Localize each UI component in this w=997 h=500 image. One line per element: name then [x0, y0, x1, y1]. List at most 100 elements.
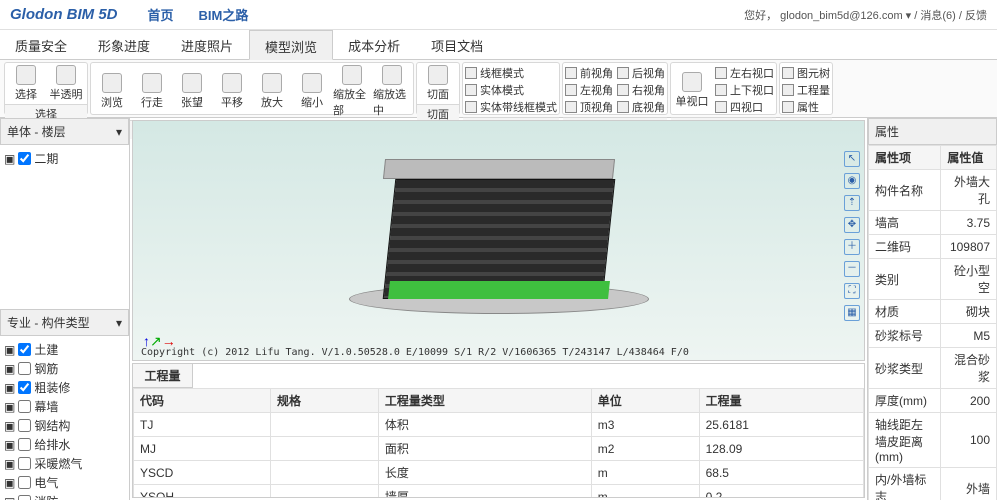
pan-button[interactable]: 平移	[213, 65, 251, 118]
table-row[interactable]: 构件名称外墙大孔	[869, 170, 997, 211]
tree-item[interactable]: ▣ 电气	[4, 473, 125, 492]
expand-icon[interactable]: ▣	[4, 152, 15, 166]
tree-item[interactable]: ▣钢结构	[4, 416, 125, 435]
qty-button[interactable]: 工程量	[782, 82, 830, 98]
type-checkbox[interactable]	[18, 400, 31, 413]
expand-icon[interactable]: ▣	[4, 419, 15, 433]
tab-progress-photo[interactable]: 进度照片	[166, 30, 249, 59]
table-row[interactable]: TJ体积m325.6181	[134, 413, 864, 437]
vp-fit-icon[interactable]: ⛶	[844, 283, 860, 299]
front-view-button[interactable]: 前视角	[565, 65, 613, 81]
four-vp-button[interactable]: 四视口	[715, 99, 774, 115]
tab-docs[interactable]: 项目文档	[416, 30, 499, 59]
table-row[interactable]: YSQH墙厚m0.2	[134, 485, 864, 498]
tree-item[interactable]: ▣钢筋	[4, 359, 125, 378]
vp-cursor-icon[interactable]: ↖	[844, 151, 860, 167]
nav-bimroad[interactable]: BIM之路	[199, 5, 249, 24]
qty-cell: m	[591, 485, 699, 498]
messages-link[interactable]: 消息(6)	[920, 10, 955, 22]
solidwire-button[interactable]: 实体带线框模式	[465, 99, 557, 115]
orbit-button[interactable]: 浏览	[93, 65, 131, 118]
vp-zoomout-icon[interactable]: －	[844, 261, 860, 277]
top-view-button[interactable]: 顶视角	[565, 99, 613, 115]
type-label: 电气	[34, 474, 58, 491]
tree-item[interactable]: ▣采暖燃气	[4, 454, 125, 473]
table-row[interactable]: 二维码109807	[869, 235, 997, 259]
table-row[interactable]: 砂浆标号M5	[869, 324, 997, 348]
eye-icon	[182, 73, 202, 93]
right-view-button[interactable]: 右视角	[617, 82, 665, 98]
elemtree-button[interactable]: 图元树	[782, 65, 830, 81]
expand-icon[interactable]: ▣	[4, 476, 15, 490]
table-row[interactable]: 墙高3.75	[869, 211, 997, 235]
chevron-down-icon[interactable]: ▾	[116, 316, 122, 330]
floor-checkbox[interactable]	[18, 152, 31, 165]
tree-item[interactable]: ▣粗装修	[4, 378, 125, 397]
tree-item[interactable]: ▣土建	[4, 340, 125, 359]
solid-button[interactable]: 实体模式	[465, 82, 557, 98]
3d-viewport[interactable]: ↑↗→ Copyright (c) 2012 Lifu Tang. V/1.0.…	[132, 120, 865, 361]
expand-icon[interactable]: ▣	[4, 343, 15, 357]
tb-vp-button[interactable]: 上下视口	[715, 82, 774, 98]
expand-icon[interactable]: ▣	[4, 400, 15, 414]
zoomout-button[interactable]: 缩小	[293, 65, 331, 118]
single-vp-button[interactable]: 单视口	[673, 65, 711, 115]
back-view-button[interactable]: 后视角	[617, 65, 665, 81]
table-row[interactable]: MJ面积m2128.09	[134, 437, 864, 461]
look-button[interactable]: 张望	[173, 65, 211, 118]
select-button[interactable]: 选择	[7, 65, 45, 102]
type-checkbox[interactable]	[18, 476, 31, 489]
type-checkbox[interactable]	[18, 381, 31, 394]
vp-walk-icon[interactable]: ⇡	[844, 195, 860, 211]
table-row[interactable]: 类别砼小型空	[869, 259, 997, 300]
table-row[interactable]: YSCD长度m68.5	[134, 461, 864, 485]
wireframe-button[interactable]: 线框模式	[465, 65, 557, 81]
expand-icon[interactable]: ▣	[4, 495, 15, 500]
vp-section-icon[interactable]: ▦	[844, 305, 860, 321]
type-checkbox[interactable]	[18, 419, 31, 432]
tab-image-progress[interactable]: 形象进度	[83, 30, 166, 59]
bottom-view-button[interactable]: 底视角	[617, 99, 665, 115]
chevron-down-icon[interactable]: ▾	[116, 125, 122, 139]
table-row[interactable]: 材质砌块	[869, 300, 997, 324]
qty-cell: m2	[591, 437, 699, 461]
type-checkbox[interactable]	[18, 457, 31, 470]
section-button[interactable]: 切面	[419, 65, 457, 102]
expand-icon[interactable]: ▣	[4, 438, 15, 452]
zoomall-button[interactable]: 缩放全部	[333, 65, 371, 118]
vp-orbit-icon[interactable]: ◉	[844, 173, 860, 189]
table-row[interactable]: 砂浆类型混合砂浆	[869, 348, 997, 389]
left-view-button[interactable]: 左视角	[565, 82, 613, 98]
nav-home[interactable]: 首页	[148, 5, 174, 24]
vp-pan-icon[interactable]: ✥	[844, 217, 860, 233]
tree-item[interactable]: ▣幕墙	[4, 397, 125, 416]
type-checkbox[interactable]	[18, 438, 31, 451]
walk-button[interactable]: 行走	[133, 65, 171, 118]
prop-cell: 砂浆类型	[869, 348, 941, 389]
zoomsel-button[interactable]: 缩放选中	[373, 65, 411, 118]
type-checkbox[interactable]	[18, 495, 31, 500]
expand-icon[interactable]: ▣	[4, 381, 15, 395]
tab-cost[interactable]: 成本分析	[333, 30, 416, 59]
tree-item[interactable]: ▣消防	[4, 492, 125, 500]
qty-tab[interactable]: 工程量	[133, 364, 193, 388]
nav-links: 首页 BIM之路	[148, 5, 249, 24]
tree-item[interactable]: ▣给排水	[4, 435, 125, 454]
prop-button[interactable]: 属性	[782, 99, 830, 115]
tab-model-view[interactable]: 模型浏览	[249, 30, 333, 60]
user-link[interactable]: glodon_bim5d@126.com ▾	[780, 10, 911, 22]
expand-icon[interactable]: ▣	[4, 362, 15, 376]
feedback-link[interactable]: 反馈	[965, 10, 987, 22]
vp-zoomin-icon[interactable]: ＋	[844, 239, 860, 255]
tab-quality[interactable]: 质量安全	[0, 30, 83, 59]
lr-vp-button[interactable]: 左右视口	[715, 65, 774, 81]
type-checkbox[interactable]	[18, 343, 31, 356]
zoomin-button[interactable]: 放大	[253, 65, 291, 118]
type-checkbox[interactable]	[18, 362, 31, 375]
table-row[interactable]: 轴线距左墙皮距离(mm)100	[869, 413, 997, 468]
table-row[interactable]: 内/外墙标志外墙	[869, 468, 997, 500]
semitransparent-button[interactable]: 半透明	[47, 65, 85, 102]
table-row[interactable]: 厚度(mm)200	[869, 389, 997, 413]
tree-item[interactable]: ▣二期	[4, 149, 125, 168]
expand-icon[interactable]: ▣	[4, 457, 15, 471]
